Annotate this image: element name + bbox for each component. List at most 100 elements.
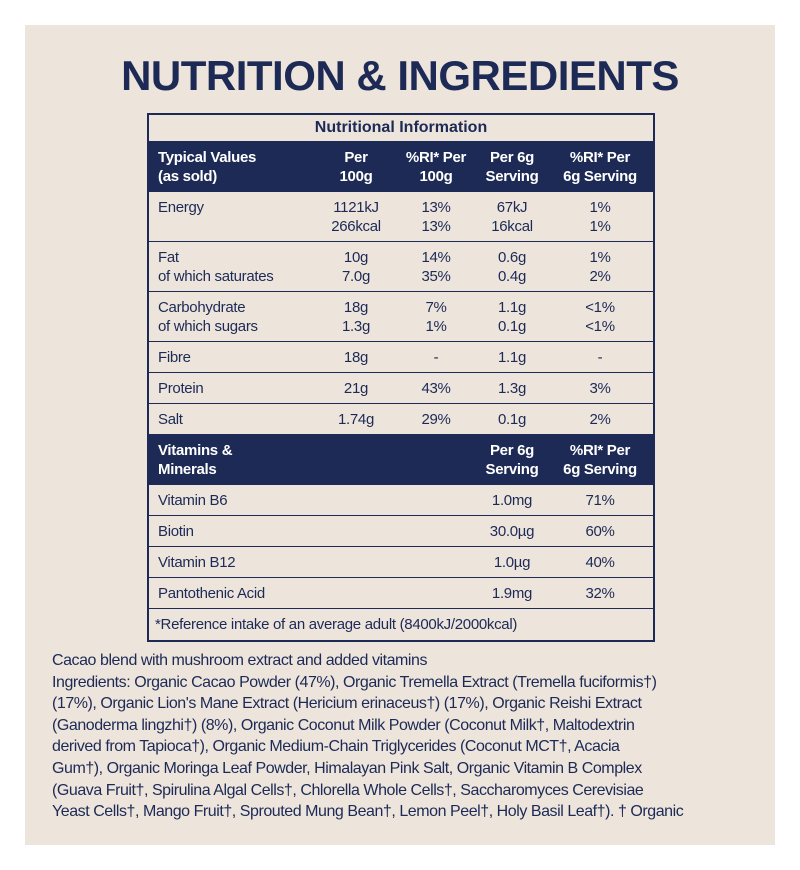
footnote: *Reference intake of an average adult (8… — [149, 608, 653, 640]
row-label-line: of which sugars — [158, 318, 258, 335]
value: 1% 2% — [589, 248, 610, 286]
value-line: 0.4g — [498, 268, 526, 285]
column-header-line: 100g — [339, 168, 373, 185]
column-header: %RI* Per 6g Serving — [563, 441, 637, 479]
value-line: 14% — [421, 249, 451, 266]
value: 1% 1% — [589, 198, 610, 236]
value-line: 1.74g — [337, 411, 375, 428]
value-line: 67kJ — [496, 199, 528, 216]
value-line: 60% — [585, 523, 615, 540]
value-line: 35% — [421, 268, 451, 285]
row-label-line: Salt — [158, 411, 183, 428]
value-line: 16kcal — [491, 218, 533, 235]
value: 71% — [585, 491, 614, 510]
table-row: Protein 21g 43% 1.3g 3% — [149, 372, 653, 403]
value-line: - — [597, 349, 603, 366]
row-label: Vitamin B12 — [158, 553, 236, 572]
ingredients-line: Ingredients: Organic Cacao Powder (47%),… — [52, 673, 657, 691]
ingredients-line: derived from Tapioca†), Organic Medium-C… — [52, 738, 620, 756]
value: 29% — [421, 410, 450, 429]
row-label: Carbohydrate of which sugars — [158, 298, 258, 336]
ingredients-line: Gum†), Organic Moringa Leaf Powder, Hima… — [52, 759, 642, 777]
value-line: 1.0µg — [493, 554, 531, 571]
value: 30.0µg — [489, 522, 535, 541]
value: 1.1g — [498, 348, 526, 367]
row-label: Biotin — [158, 522, 194, 541]
value-line: 1121kJ — [333, 199, 379, 216]
row-label: Fat of which saturates — [158, 248, 274, 286]
value-line: 10g — [343, 249, 369, 266]
value-line: 0.6g — [498, 249, 526, 266]
column-header-line: Typical Values — [158, 149, 257, 166]
row-label-line: Energy — [158, 199, 204, 216]
value-line: 1.1g — [498, 299, 526, 316]
value: 1.74g — [338, 410, 374, 429]
value-line: 1.9mg — [491, 585, 533, 602]
value-line: 71% — [585, 492, 615, 509]
row-label-line: Protein — [158, 380, 204, 397]
row-label-line: of which saturates — [158, 268, 274, 285]
value: 1.9mg — [491, 584, 533, 603]
column-header: Per 100g — [340, 148, 373, 186]
value-line: 1% — [589, 199, 611, 216]
row-label: Fibre — [158, 348, 191, 367]
value: 7% 1% — [425, 298, 446, 336]
column-header: Per 6g Serving — [486, 441, 539, 479]
value: 1.3g — [498, 379, 526, 398]
column-header-line: 6g Serving — [563, 168, 637, 185]
value: 1.0mg — [491, 491, 533, 510]
column-header-line: Serving — [485, 168, 539, 185]
row-label-line: Pantothenic Acid — [158, 585, 265, 602]
value: 2% — [589, 410, 610, 429]
row-label-line: Fat — [158, 249, 179, 266]
ingredients-line: Yeast Cells†, Mango Fruit†, Sprouted Mun… — [52, 803, 684, 821]
value: 1.1g 0.1g — [498, 298, 526, 336]
value: - — [598, 348, 603, 367]
value: 21g — [344, 379, 368, 398]
row-label: Energy — [158, 198, 204, 217]
value-line: 1.3g — [342, 318, 370, 335]
column-header: Per 6g Serving — [486, 148, 539, 186]
column-header: Vitamins & Minerals — [158, 441, 233, 479]
column-header-line: Per 6g — [489, 149, 535, 166]
row-label-line: Biotin — [158, 523, 194, 540]
column-header: Typical Values (as sold) — [158, 148, 256, 186]
value: 18g 1.3g — [342, 298, 370, 336]
row-label-line: Carbohydrate — [158, 299, 246, 316]
ingredients-line: (Ganoderma lingzhi†) (8%), Organic Cocon… — [52, 716, 635, 734]
table-row: Carbohydrate of which sugars 18g 1.3g 7% 1% 1.… — [149, 291, 653, 341]
value: 13% 13% — [421, 198, 450, 236]
header-row: Typical Values (as sold) Per 100g %RI* Per 10… — [149, 141, 653, 191]
column-header-line: Per — [344, 149, 368, 166]
value: 60% — [585, 522, 614, 541]
value-line: 1.0mg — [491, 492, 533, 509]
value-line: 0.1g — [498, 318, 526, 335]
ingredients-line: Cacao blend with mushroom extract and ad… — [52, 652, 428, 669]
table-row: Energy 1121kJ 266kcal 13% 13% 67kJ 16kcal 1% 1% — [149, 191, 653, 241]
column-header-line: Per 6g — [489, 442, 535, 459]
row-label: Salt — [158, 410, 183, 429]
value-line: 1% — [589, 218, 611, 235]
value-line: 7% — [425, 299, 447, 316]
value-line: 21g — [343, 380, 369, 397]
row-label-line: Fibre — [158, 349, 191, 366]
value-line: 3% — [589, 380, 611, 397]
ingredients-line: (17%), Organic Lion's Mane Extract (Heri… — [52, 695, 642, 713]
value-line: 30.0µg — [489, 523, 535, 540]
value-line: <1% — [585, 299, 615, 316]
table-row: Pantothenic Acid 1.9mg 32% — [149, 577, 653, 608]
value-line: 43% — [421, 380, 451, 397]
column-header-line: Serving — [485, 461, 539, 478]
value-line: 13% — [421, 199, 451, 216]
row-label: Pantothenic Acid — [158, 584, 265, 603]
column-header-line: (as sold) — [158, 168, 217, 185]
value: 32% — [585, 584, 614, 603]
value-line: 29% — [421, 411, 451, 428]
table-row: Fibre 18g - 1.1g - — [149, 341, 653, 372]
value: 43% — [421, 379, 450, 398]
value-line: 1% — [589, 249, 611, 266]
row-label: Vitamin B6 — [158, 491, 228, 510]
column-header-line: %RI* Per — [569, 442, 631, 459]
column-header: %RI* Per 100g — [406, 148, 466, 186]
value-line: 0.1g — [498, 411, 526, 428]
